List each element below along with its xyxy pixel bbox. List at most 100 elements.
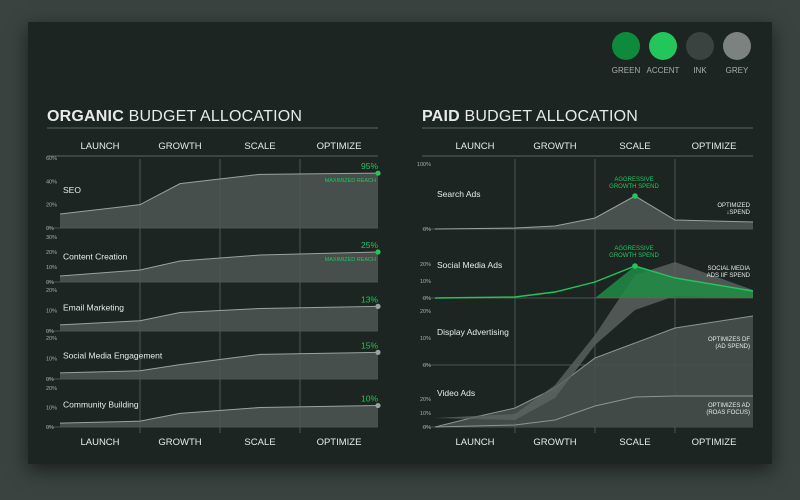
palette-swatch-grey — [723, 32, 751, 60]
series-line — [59, 172, 379, 215]
social-ads-band — [435, 262, 753, 420]
series-end-label: 25% — [361, 240, 378, 250]
y-tick-label: 20% — [420, 397, 431, 403]
y-tick-label: 20% — [46, 250, 57, 256]
y-tick-label: 20% — [46, 386, 57, 392]
series-end-label: 95% — [361, 161, 378, 171]
paid-annotation: GROWTH SPEND — [609, 253, 659, 259]
series-end-point — [375, 303, 381, 309]
series-end-label: 13% — [361, 294, 378, 304]
search-ads-line — [434, 195, 754, 230]
series-end-point — [375, 170, 381, 176]
organic-chart-title: ORGANIC BUDGET ALLOCATION — [47, 108, 302, 125]
paid-annotation: AGGRESSIVE — [614, 177, 653, 183]
y-tick-label: 20% — [420, 309, 431, 315]
y-tick-label: 0% — [423, 227, 431, 233]
paid-annotation: ADS IIF SPEND — [707, 273, 751, 279]
palette-label: GREEN — [612, 66, 641, 75]
series-name: Search Ads — [437, 189, 480, 199]
series-line — [59, 251, 379, 277]
paid-annotation: OPTIMIZES AD — [708, 403, 751, 409]
organic-row-4: 20% 10% 0% 10% Community Building — [46, 386, 381, 431]
series-name: SEO — [63, 185, 81, 195]
display-ads-line — [434, 315, 754, 428]
organic-row-0: 60% 40% 20% 0% 95% MAXIMIZED REACH SEO — [46, 156, 381, 232]
y-tick-label: 60% — [46, 156, 57, 162]
y-tick-label: 100% — [417, 162, 431, 168]
y-tick-label: 10% — [46, 309, 57, 315]
series-end-point — [375, 349, 381, 355]
paid-phase-footer: GROWTH — [533, 437, 576, 448]
y-tick-label: 0% — [46, 425, 54, 431]
series-end-label: 10% — [361, 394, 378, 404]
organic-phase-header: OPTIMIZE — [317, 141, 362, 152]
y-tick-label: 10% — [420, 336, 431, 342]
paid-phase-header: GROWTH — [533, 141, 576, 152]
y-tick-label: 0% — [46, 226, 54, 232]
paid-annotation: SOCIAL MEDIA — [708, 266, 750, 272]
y-tick-label: 0% — [46, 280, 54, 286]
paid-phase-footer: LAUNCH — [455, 437, 494, 448]
paid-phase-header: OPTIMIZE — [692, 141, 737, 152]
series-end-point — [375, 402, 381, 409]
y-tick-label: 40% — [46, 179, 57, 185]
paid-annotation: OPTIMIZED — [717, 203, 750, 209]
paid-annotation: GROWTH SPEND — [609, 184, 659, 190]
paid-phase-footer: SCALE — [619, 437, 650, 448]
paid-annotation: AGGRESSIVE — [614, 246, 653, 252]
series-note: MAXIMIZED REACH — [325, 257, 376, 263]
organic-phase-header: GROWTH — [158, 141, 201, 152]
palette-label: ACCENT — [647, 66, 680, 75]
paid-chart-title: PAID BUDGET ALLOCATION — [422, 108, 638, 125]
series-end-label: 15% — [361, 340, 378, 350]
series-name: Video Ads — [437, 388, 475, 398]
series-line — [59, 351, 379, 374]
paid-phase-footer: OPTIMIZE — [692, 437, 737, 448]
social-ads-peak-point — [632, 263, 638, 269]
y-tick-label: 10% — [420, 411, 431, 417]
organic-row-2: 20% 10% 0% 13% Email Marketing — [46, 288, 381, 335]
paid-annotation: (AD SPEND) — [715, 344, 750, 350]
palette-swatch-green — [612, 32, 640, 60]
palette-swatch-ink — [686, 32, 714, 60]
paid-annotation: OPTIMIZES DF — [708, 337, 750, 343]
paid-phase-header: SCALE — [619, 141, 650, 152]
organic-phase-header: SCALE — [244, 141, 275, 152]
y-tick-label: 10% — [46, 406, 57, 412]
paid-annotation: (ROAS FOCUS) — [706, 410, 750, 416]
y-tick-label: 30% — [46, 235, 57, 241]
series-note: MAXIMIZED REACH — [325, 178, 376, 184]
social-ads-line — [434, 265, 754, 299]
y-tick-label: 0% — [46, 329, 54, 335]
organic-phase-footer: GROWTH — [158, 437, 201, 448]
series-line — [59, 305, 379, 326]
palette-label: GREY — [726, 66, 749, 75]
y-tick-label: 10% — [46, 357, 57, 363]
organic-phase-header: LAUNCH — [80, 141, 119, 152]
series-end-point — [375, 249, 381, 255]
y-tick-label: 20% — [46, 203, 57, 209]
social-ads-green-area — [595, 266, 753, 298]
y-tick-label: 0% — [423, 363, 431, 369]
y-tick-label: 20% — [46, 336, 57, 342]
organic-row-1: 30% 20% 10% 0% 25% MAXIMIZED REACH Content Cre… — [46, 235, 381, 286]
y-tick-label: 0% — [423, 425, 431, 431]
organic-phase-footer: SCALE — [244, 437, 275, 448]
series-area — [60, 173, 378, 228]
y-tick-label: 10% — [420, 279, 431, 285]
palette-swatch-accent — [649, 32, 677, 60]
series-area — [60, 306, 378, 331]
series-name: Social Media Engagement — [63, 351, 163, 361]
series-name: Email Marketing — [63, 303, 124, 313]
series-area — [60, 352, 378, 379]
series-line — [59, 405, 379, 424]
y-tick-label: 0% — [423, 296, 431, 302]
search-ads-area — [435, 196, 753, 229]
series-name: Community Building — [63, 400, 139, 410]
video-ads-area — [435, 396, 753, 427]
organic-phase-footer: LAUNCH — [80, 437, 119, 448]
y-tick-label: 20% — [420, 262, 431, 268]
paid-areas — [434, 193, 754, 428]
y-tick-label: 10% — [46, 265, 57, 271]
